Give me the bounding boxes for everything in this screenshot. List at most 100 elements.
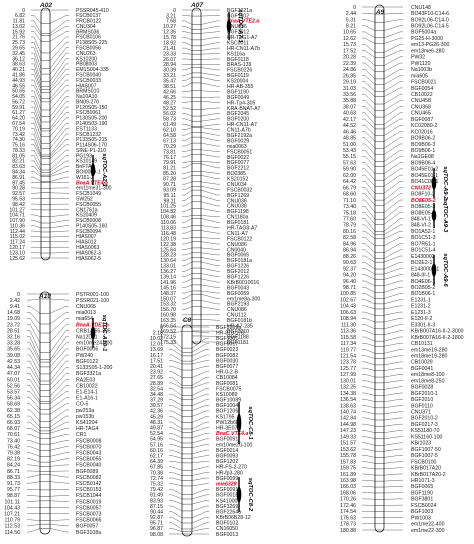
marker-label: BO7R51-1 <box>411 241 436 247</box>
position-connector <box>182 53 193 55</box>
marker-position: 26.85 <box>343 73 356 79</box>
marker-label: em10me20-100 <box>216 442 252 448</box>
position-connector <box>182 208 193 212</box>
chromosome-bar <box>191 7 202 345</box>
marker-position: 88.33 <box>7 475 20 481</box>
marker-position: 80.16 <box>343 229 356 235</box>
marker-label: KS20004 <box>227 79 248 85</box>
marker-label: CN11-A7b <box>227 128 251 134</box>
marker-label: FSCB0019 <box>76 499 101 505</box>
marker-position: 51.00 <box>343 142 356 148</box>
marker-position: 49.87 <box>150 426 163 432</box>
marker-label: E1430002-1 <box>411 266 439 272</box>
marker-label: BGF0181a <box>227 258 252 264</box>
marker-connector <box>191 416 209 423</box>
marker-label: BGF1190 <box>411 490 433 496</box>
marker-label: PW32 <box>411 55 425 61</box>
position-connector <box>31 25 42 36</box>
marker-connector <box>49 123 69 144</box>
marker-connector <box>49 519 69 521</box>
position-connector <box>362 112 376 125</box>
marker-position: 110.06 <box>161 220 177 226</box>
position-connector <box>362 143 376 155</box>
marker-label: BGF0089 <box>76 469 98 475</box>
marker-position: 98.11 <box>163 198 176 204</box>
marker-position: 136.54 <box>340 397 356 403</box>
marker-label: CN11-A7 <box>227 231 248 237</box>
position-connector <box>31 133 42 156</box>
position-connector <box>27 342 41 363</box>
position-connector <box>182 319 193 321</box>
qtl-peak-marker <box>236 486 242 503</box>
marker-connector <box>383 181 403 194</box>
marker-position: 59.91 <box>12 105 25 111</box>
marker-position: 12.01 <box>150 342 163 348</box>
marker-position: 87.45 <box>12 180 25 186</box>
marker-label: E3301-II-3 <box>411 322 435 328</box>
marker-connector <box>49 342 69 363</box>
marker-connector <box>383 448 403 452</box>
marker-label: BO9B06-3 <box>411 142 435 148</box>
marker-connector <box>200 118 220 122</box>
marker-label: em1me22-400 <box>411 522 445 528</box>
marker-label: KBrB0010016 <box>227 280 259 286</box>
marker-connector <box>49 385 69 402</box>
marker-label: FSCB1232 <box>76 132 101 138</box>
marker-position: 10.27 <box>163 24 176 30</box>
marker-label: BO0385 <box>227 171 246 177</box>
position-connector <box>362 118 376 130</box>
marker-connector <box>200 31 220 34</box>
marker-connector <box>200 218 220 223</box>
marker-connector <box>191 438 209 444</box>
marker-position: 88.26 <box>343 254 356 260</box>
marker-label: BO45E01-1 <box>411 173 438 179</box>
marker-label: BGF1302 <box>227 13 249 19</box>
marker-connector <box>49 79 69 99</box>
marker-label: FSCB0055 <box>76 202 101 208</box>
marker-label: Na1GE08 <box>411 154 434 160</box>
marker-position: 12.35 <box>163 30 176 36</box>
marker-connector <box>191 433 209 439</box>
marker-position: 23.72 <box>7 322 20 328</box>
position-connector <box>362 486 376 488</box>
marker-connector <box>383 162 403 174</box>
marker-connector <box>200 90 220 92</box>
marker-position: 62.10 <box>163 128 176 134</box>
marker-label: BGF0181 <box>227 220 249 226</box>
marker-label: BO1C51-3 <box>411 235 436 241</box>
position-connector <box>27 421 41 432</box>
marker-label: E1430002 <box>411 254 435 260</box>
marker-connector <box>383 399 403 402</box>
position-connector <box>182 284 193 288</box>
marker-connector <box>383 237 403 246</box>
marker-label: RA2E03 <box>76 377 95 383</box>
marker-position: 46.46 <box>343 129 356 135</box>
marker-position: 13.02 <box>12 24 25 30</box>
position-connector <box>362 193 376 206</box>
marker-connector <box>383 118 403 130</box>
marker-connector <box>49 31 69 42</box>
marker-label: CNU465 <box>411 111 431 117</box>
marker-position: 130.64 <box>160 258 176 264</box>
marker-position: 25.73 <box>12 40 25 46</box>
position-connector <box>169 511 183 519</box>
marker-connector <box>191 489 209 495</box>
marker-connector <box>383 143 403 155</box>
marker-label: FSCB0075 <box>216 386 241 392</box>
marker-connector <box>200 20 220 25</box>
marker-label: BGF3801 <box>411 497 433 503</box>
marker-connector <box>200 195 220 201</box>
position-connector <box>362 131 376 142</box>
marker-position: 180.88 <box>340 528 356 534</box>
marker-position: 104.71 <box>9 213 25 219</box>
marker-position: 42.66 <box>163 89 176 95</box>
position-connector <box>169 472 183 476</box>
qtl-label: sqTOC-C8-1 <box>247 406 253 439</box>
marker-position: 128.23 <box>160 253 176 259</box>
marker-position: 12.62 <box>343 36 356 42</box>
qtl-peak-marker <box>226 19 232 33</box>
marker-position: 127.99 <box>340 372 356 378</box>
marker-label: BGF1004 <box>216 403 238 409</box>
marker-connector <box>49 528 69 533</box>
marker-connector <box>383 405 403 409</box>
